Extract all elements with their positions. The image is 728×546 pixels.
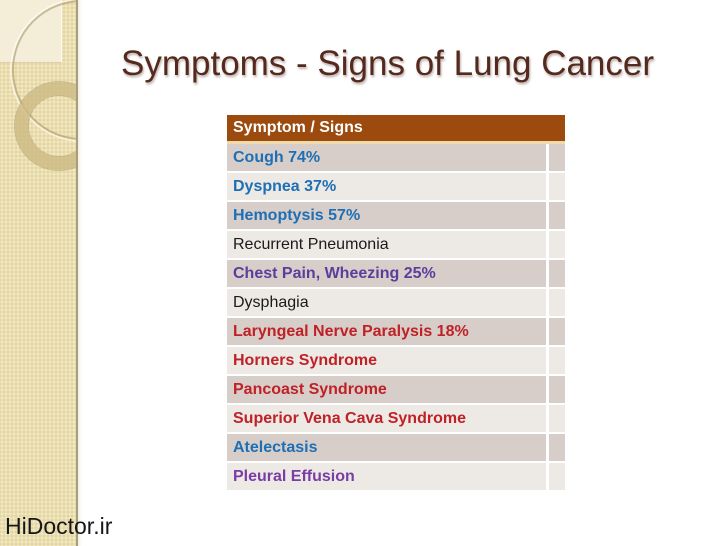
empty-cell [549,405,565,434]
empty-cell [549,144,565,173]
table-row: Hemoptysis 57% [227,202,565,231]
column-gap [546,173,549,202]
symptom-cell: Pancoast Syndrome [227,376,546,405]
empty-cell [549,260,565,289]
empty-cell [549,289,565,318]
empty-cell [549,463,565,492]
symptom-cell: Hemoptysis 57% [227,202,546,231]
table-row: Atelectasis [227,434,565,463]
table-header: Symptom / Signs [227,115,565,144]
column-gap [546,434,549,463]
sidebar-edge-line [76,0,78,546]
table-body: Cough 74% Dyspnea 37% Hemoptysis 57% Recurr… [227,144,565,492]
symptom-cell: Chest Pain, Wheezing 25% [227,260,546,289]
empty-cell [549,231,565,260]
symptom-cell: Atelectasis [227,434,546,463]
empty-cell [549,347,565,376]
symptom-cell: Dysphagia [227,289,546,318]
column-gap [546,260,549,289]
empty-cell [549,202,565,231]
table-row: Dyspnea 37% [227,173,565,202]
empty-cell [549,376,565,405]
table-row: Superior Vena Cava Syndrome [227,405,565,434]
slide-title: Symptoms - Signs of Lung Cancer [121,44,655,83]
symptom-cell: Superior Vena Cava Syndrome [227,405,546,434]
sidebar-decoration [0,0,82,546]
column-gap [546,289,549,318]
table-row: Chest Pain, Wheezing 25% [227,260,565,289]
symptom-cell: Recurrent Pneumonia [227,231,546,260]
symptom-cell: Laryngeal Nerve Paralysis 18% [227,318,546,347]
symptoms-table: Symptom / Signs Cough 74% Dyspnea 37% Hemo… [227,115,565,492]
column-gap [546,347,549,376]
table-header-label: Symptom / Signs [233,119,363,136]
watermark: HiDoctor.ir [5,513,113,539]
symptom-cell: Cough 74% [227,144,546,173]
symptom-cell: Dyspnea 37% [227,173,546,202]
empty-cell [549,434,565,463]
table-row: Pleural Effusion [227,463,565,492]
sidebar-edge-strip [78,0,82,546]
symptom-cell: Pleural Effusion [227,463,546,492]
column-gap [546,144,549,173]
symptom-cell: Horners Syndrome [227,347,546,376]
table-row: Cough 74% [227,144,565,173]
table-row: Recurrent Pneumonia [227,231,565,260]
table-row: Dysphagia [227,289,565,318]
column-gap [546,376,549,405]
table-row: Horners Syndrome [227,347,565,376]
column-gap [546,463,549,492]
column-gap [546,202,549,231]
column-gap [546,231,549,260]
column-gap [546,405,549,434]
column-gap [546,318,549,347]
empty-cell [549,173,565,202]
empty-cell [549,318,565,347]
table-row: Pancoast Syndrome [227,376,565,405]
table-row: Laryngeal Nerve Paralysis 18% [227,318,565,347]
